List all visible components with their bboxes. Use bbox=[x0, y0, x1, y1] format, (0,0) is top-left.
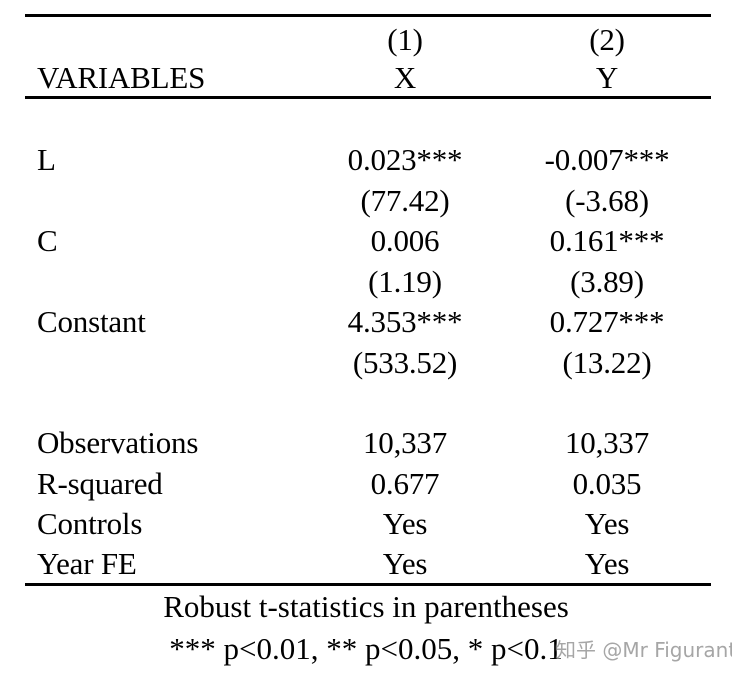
tstat-c-model2: (3.89) bbox=[570, 264, 644, 299]
coef-c-model2: 0.161*** bbox=[549, 223, 665, 258]
coef-l-model2: -0.007*** bbox=[544, 142, 670, 177]
model-number-2: (2) bbox=[589, 22, 625, 57]
coef-l-model1: 0.023*** bbox=[347, 142, 463, 177]
coef-constant-model1: 4.353*** bbox=[347, 304, 463, 339]
bottom-rule bbox=[25, 583, 711, 586]
stat-label-r-squared: R-squared bbox=[37, 466, 163, 501]
tstat-constant-model2: (13.22) bbox=[562, 345, 652, 380]
coef-constant-model2: 0.727*** bbox=[549, 304, 665, 339]
stat-observations-model1: 10,337 bbox=[362, 425, 448, 460]
stat-label-year-fe: Year FE bbox=[37, 546, 137, 581]
stat-label-observations: Observations bbox=[37, 425, 199, 460]
stat-r-squared-model2: 0.035 bbox=[572, 466, 642, 501]
stat-controls-model1: Yes bbox=[382, 506, 428, 541]
variable-label-l: L bbox=[37, 142, 56, 177]
stat-controls-model2: Yes bbox=[584, 506, 630, 541]
stat-year-fe-model2: Yes bbox=[584, 546, 630, 581]
variable-label-c: C bbox=[37, 223, 58, 258]
coef-c-model1: 0.006 bbox=[370, 223, 440, 258]
tstat-l-model1: (77.42) bbox=[360, 183, 450, 218]
dependent-var-1: X bbox=[393, 60, 417, 95]
stat-label-controls: Controls bbox=[37, 506, 143, 541]
table-note-tstats: Robust t-statistics in parentheses bbox=[163, 589, 569, 624]
stat-year-fe-model1: Yes bbox=[382, 546, 428, 581]
model-number-1: (1) bbox=[387, 22, 423, 57]
stat-observations-model2: 10,337 bbox=[564, 425, 650, 460]
header-rule bbox=[25, 96, 711, 99]
watermark: 知乎 @Mr Figurant bbox=[556, 638, 732, 662]
tstat-c-model1: (1.19) bbox=[368, 264, 442, 299]
table-note-significance: *** p<0.01, ** p<0.05, * p<0.1 bbox=[169, 631, 563, 666]
stat-r-squared-model1: 0.677 bbox=[370, 466, 440, 501]
top-rule bbox=[25, 14, 711, 17]
dependent-var-2: Y bbox=[595, 60, 619, 95]
variable-label-constant: Constant bbox=[37, 304, 146, 339]
tstat-constant-model1: (533.52) bbox=[352, 345, 458, 380]
tstat-l-model2: (-3.68) bbox=[565, 183, 649, 218]
variables-header: VARIABLES bbox=[37, 60, 206, 95]
